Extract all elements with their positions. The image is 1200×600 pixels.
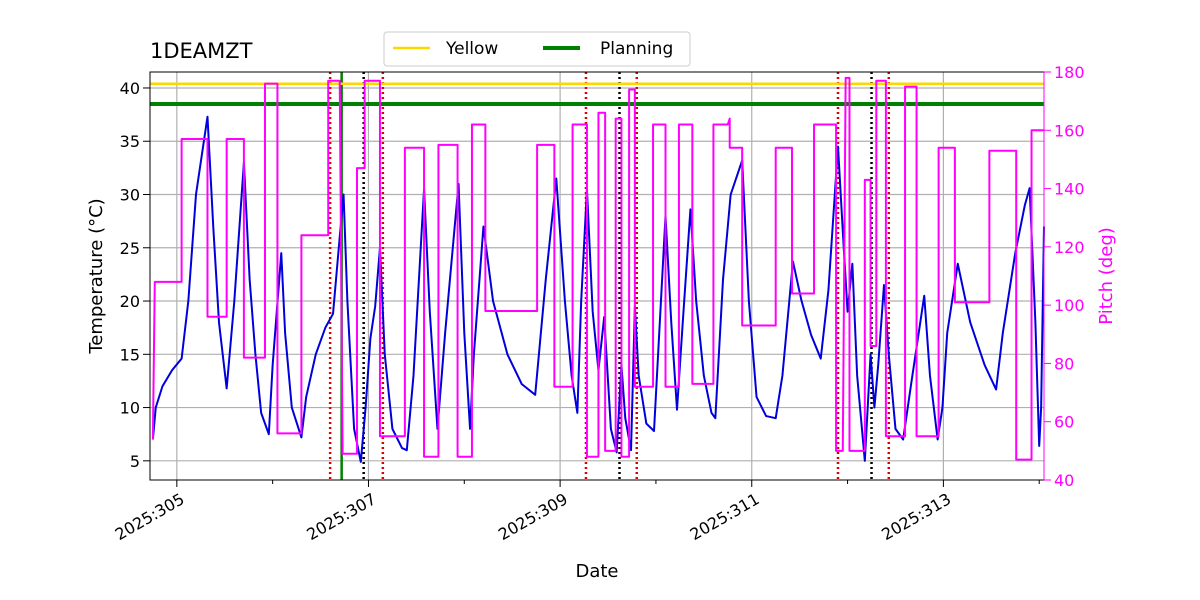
y2-tick-label: 100 (1054, 296, 1085, 315)
x-tick-label: 2025:309 (495, 489, 571, 544)
y-tick-label: 20 (120, 292, 140, 311)
y2-tick-label: 140 (1054, 180, 1085, 199)
grid-lines (150, 72, 1044, 480)
y-tick-label: 40 (120, 79, 140, 98)
y2-tick-label: 120 (1054, 238, 1085, 257)
x-tick-label: 2025:311 (687, 489, 763, 544)
y-tick-label: 25 (120, 239, 140, 258)
x-axis-label: Date (575, 561, 618, 582)
limit-lines (150, 82, 1044, 106)
y-tick-label: 30 (120, 186, 140, 205)
legend-planning-label: Planning (600, 39, 673, 59)
legend-box (383, 31, 691, 67)
plot-frame (149, 71, 1045, 481)
x-tick-label: 2025:313 (878, 489, 954, 544)
pitch-series-line (151, 76, 1044, 461)
x-tick-label: 2025:305 (112, 489, 188, 544)
y-tick-label: 35 (120, 132, 140, 151)
chart-title: 1DEAMZT (150, 39, 253, 63)
y-axis-ticks: 5 10 15 20 25 30 35 40 (120, 79, 150, 471)
y-tick-label: 5 (130, 452, 140, 471)
y2-tick-label: 60 (1054, 413, 1074, 432)
legend: Yellow Planning (383, 31, 691, 67)
y-tick-label: 10 (120, 399, 140, 418)
y-tick-label: 15 (120, 345, 140, 364)
series-lines (151, 76, 1045, 463)
legend-yellow-label: Yellow (445, 39, 498, 59)
y2-tick-label: 80 (1054, 354, 1074, 373)
y2-tick-label: 180 (1054, 63, 1085, 82)
x-axis-ticks: 2025:305 2025:307 2025:309 2025:311 2025:313 (112, 480, 1040, 544)
y2-axis-label: Pitch (deg) (1096, 227, 1117, 325)
y-axis-label: Temperature (°C) (86, 198, 107, 354)
y2-tick-label: 160 (1054, 121, 1085, 140)
x-tick-label: 2025:307 (303, 489, 379, 544)
y2-tick-label: 40 (1054, 471, 1074, 490)
y2-axis-ticks: 40 60 80 100 120 140 160 180 (1043, 63, 1085, 490)
